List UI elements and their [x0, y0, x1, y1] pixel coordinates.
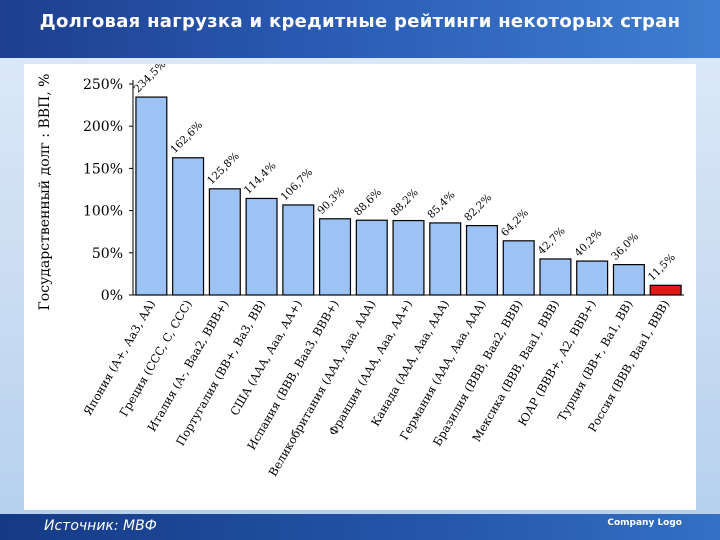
bar — [245, 197, 278, 296]
bar-value-label: 40,2% — [572, 227, 604, 259]
bar-value-label: 162,6% — [168, 119, 205, 156]
bar-value-label: 114,4% — [242, 160, 279, 197]
y-tick-label: 150% — [83, 161, 123, 177]
bar — [539, 258, 572, 296]
y-tick-label: 100% — [83, 204, 123, 220]
y-tick-label: 0% — [101, 288, 123, 304]
x-tick-label: Япония (A+, Aa3, AA) — [80, 298, 157, 418]
x-tick-label: США (AAA, Aaa, AA+) — [227, 298, 305, 419]
footer-bar — [0, 514, 720, 540]
bar — [612, 264, 645, 296]
company-logo: Company Logo — [607, 518, 682, 528]
x-tick-label: Греция (CCC, C, CCC) — [117, 298, 195, 419]
bar — [282, 204, 315, 296]
bar — [576, 260, 609, 296]
y-axis-label: Государственный долг : ВВП, % — [37, 74, 53, 311]
y-tick-label: 250% — [83, 77, 123, 93]
bar-value-label: 82,2% — [462, 192, 494, 224]
bar — [465, 225, 498, 296]
bar-value-label: 36,0% — [609, 231, 641, 263]
bar — [172, 157, 205, 296]
bar — [208, 188, 241, 296]
bar-value-label: 234,5% — [132, 64, 169, 95]
bar-value-label: 125,8% — [205, 150, 242, 187]
slide-title: Долговая нагрузка и кредитные рейтинги н… — [39, 11, 681, 32]
chart-panel: 0% 50% 100% 150% 200% 250% Государственный дол… — [24, 58, 696, 510]
bar-value-label: 88,2% — [389, 187, 421, 219]
title-bar — [0, 0, 720, 58]
bar — [355, 219, 388, 296]
bar — [649, 284, 682, 296]
y-tick-label: 50% — [92, 246, 123, 262]
bar — [502, 240, 535, 296]
bar-value-label: 90,3% — [315, 185, 347, 217]
bar-value-label: 42,7% — [536, 225, 568, 257]
bar — [319, 218, 352, 296]
bar-chart: 0% 50% 100% 150% 200% 250% Государственный дол… — [37, 58, 684, 479]
bar-value-label: 88,6% — [352, 186, 384, 218]
bar — [392, 219, 425, 296]
y-tick-label: 200% — [83, 119, 123, 135]
bar-value-label: 106,7% — [279, 166, 316, 203]
bar-value-label: 64,2% — [499, 207, 531, 239]
bar — [429, 222, 462, 296]
bar-value-label: 11,5% — [646, 251, 678, 283]
source-note: Источник: МВФ — [44, 518, 157, 534]
bar-value-label: 85,4% — [425, 189, 457, 221]
bar — [135, 96, 168, 296]
